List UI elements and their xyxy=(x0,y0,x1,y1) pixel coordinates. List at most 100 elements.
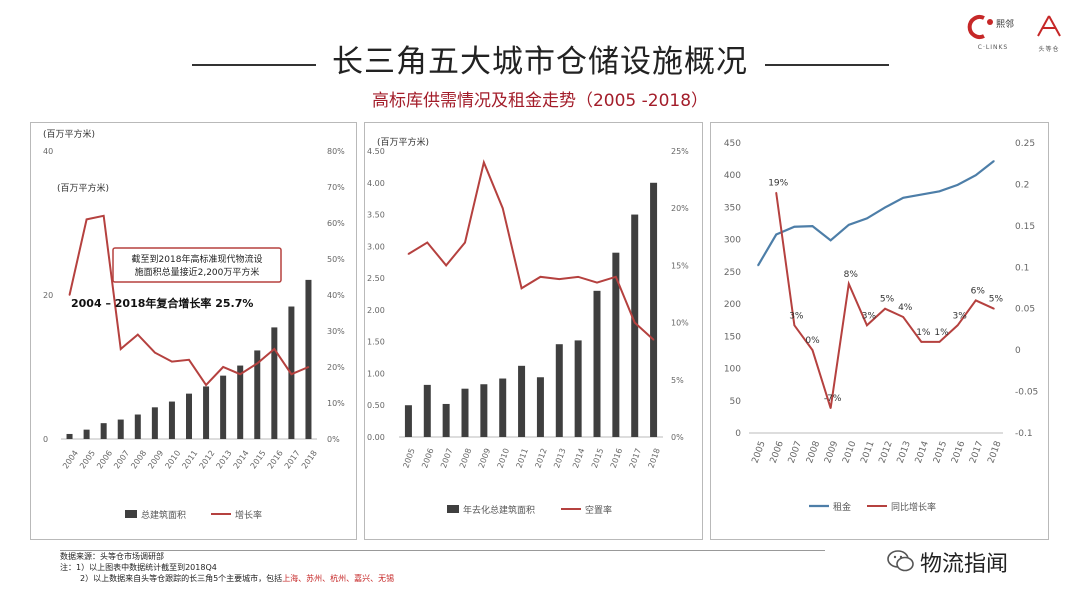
chart-2-x-tick: 2009 xyxy=(477,447,492,469)
chart-3-yoy-point xyxy=(884,307,886,310)
chart-1-x-tick: 2011 xyxy=(180,449,199,471)
chart-1-growth-point xyxy=(119,348,122,350)
chart-1-y-right-tick: 10% xyxy=(327,399,345,408)
chart-2-x-tick: 2015 xyxy=(590,447,605,469)
chart-3-yoy-data-label: 8% xyxy=(844,270,859,280)
chart-2-vacancy-point xyxy=(407,253,410,255)
chart-2-bar xyxy=(404,405,412,437)
chart-3-yoy-data-label: 0% xyxy=(805,336,820,346)
chart-2-bar xyxy=(518,365,526,437)
chart-3-rent-point xyxy=(956,184,959,186)
chart-2-y-left-tick: 2.00 xyxy=(367,306,385,315)
chart-3-yoy-point xyxy=(920,341,923,343)
chart-1-x-tick: 2017 xyxy=(283,449,302,471)
chart-3-yoy-data-label: 1% xyxy=(934,328,949,338)
chart-2-legend-bar-label: 年去化总建筑面积 xyxy=(463,504,535,516)
clinks-logo-text: 熙邻 xyxy=(996,18,1014,30)
chart-1-legend-bar-label: 总建筑面积 xyxy=(141,509,186,521)
clinks-logo-caption: C·LINKS xyxy=(977,44,1009,51)
chart-3-y-left-tick: 200 xyxy=(724,300,741,310)
chart-2-vacancy-point xyxy=(464,241,466,244)
chart-1-x-tick: 2010 xyxy=(163,449,182,471)
chart-2-vacancy-point xyxy=(652,338,655,341)
logo-toudengcang: 头等仓 xyxy=(1032,14,1066,53)
chart-2-vacancy-line xyxy=(407,159,655,341)
chart-3-yoy-data-label: 4% xyxy=(898,303,913,313)
chart-1-growth-point xyxy=(307,366,310,368)
chart-2-y-right-tick: 5% xyxy=(671,376,684,385)
chart-1-x-tick: 2014 xyxy=(232,449,251,471)
chart-1-y-right-tick: 20% xyxy=(327,363,345,372)
chart-1-growth-point xyxy=(85,218,88,221)
chart-2-vacancy-point xyxy=(426,241,429,244)
chart-3-y-right-tick: 0.05 xyxy=(1015,305,1035,315)
chart-2-vacancy-point xyxy=(558,278,561,280)
chart-2-vacancy-point xyxy=(539,276,542,278)
chart-panel-1: (百万平方米) (百万平方米) 0 20 40 0% 10% 20% 30% 40% 50% 60% 7… xyxy=(30,122,357,540)
chart-3-y-left-tick: 150 xyxy=(724,332,741,342)
chart-3-x-tick: 2008 xyxy=(805,440,822,465)
chart-2-x-tick: 2018 xyxy=(647,447,662,469)
chart-panel-3: 0 50 100 150 200 250 300 350 400 450 -0.1 -0.05 0 0.0… xyxy=(710,122,1049,540)
title-rule-right xyxy=(765,64,889,66)
chart-2-y-left-tick: 2.50 xyxy=(367,274,385,283)
chart-2-x-tick: 2017 xyxy=(628,447,643,469)
chart-1-bar xyxy=(186,393,192,439)
chart-1-annotation-text: 施面积总量接近2,200万平方米 xyxy=(135,266,260,278)
chart-2-bar xyxy=(631,214,639,437)
chart-2-x-tick: 2007 xyxy=(439,447,454,469)
chart-3-rent-point xyxy=(920,193,923,196)
chart-1-growth-point xyxy=(171,360,173,363)
chart-1-x-tick: 2018 xyxy=(300,449,319,471)
chart-2-y-right-tick: 10% xyxy=(671,319,689,328)
chart-2-svg: (百万平方米) 0.00 0.50 1.00 1.50 2.00 2.50 3.00 3.50 4… xyxy=(367,136,689,516)
footer-note-2-prefix: 2）以上数据来自头等仓跟踪的长三角5个主要城市，包括 xyxy=(80,574,283,583)
chart-3-x-tick: 2015 xyxy=(932,440,949,465)
chart-3-x-tick: 2009 xyxy=(823,440,840,465)
chart-3-yoy-data-label: 6% xyxy=(971,286,986,296)
chart-3-yoy-data-label: 5% xyxy=(989,295,1004,305)
chart-1-y-right-tick: 60% xyxy=(327,219,345,228)
chart-3-y-right-tick: 0.1 xyxy=(1015,263,1029,273)
chart-3-yoy-point xyxy=(775,191,778,194)
chart-3-yoy-point xyxy=(993,307,995,310)
chart-2-y-left-tick: 4.00 xyxy=(367,179,385,188)
chart-3-yoy-point xyxy=(847,283,850,285)
chart-3-legend-rent-label: 租金 xyxy=(833,501,851,513)
chart-3-rent-point xyxy=(793,225,796,228)
chart-1-y-left-tick: 20 xyxy=(43,291,53,300)
chart-3-rent-point xyxy=(993,160,995,162)
chart-2-bar xyxy=(612,252,620,437)
chart-3-yoy-point xyxy=(866,324,868,327)
chart-3-y-left-tick: 0 xyxy=(735,429,741,439)
chart-1-x-tick: 2005 xyxy=(78,449,97,471)
chart-2-vacancy-point xyxy=(596,281,598,284)
chart-1-y-left-tick: 0 xyxy=(43,435,48,444)
chart-3-x-tick: 2006 xyxy=(769,440,786,465)
chart-1-legend-bar-swatch xyxy=(125,510,137,518)
chart-2-vacancy-point xyxy=(501,207,504,209)
chart-1-x-tick: 2012 xyxy=(197,449,216,471)
chart-1-growth-point xyxy=(68,294,71,296)
wechat-icon xyxy=(887,550,914,572)
chart-1-x-tick: 2008 xyxy=(129,449,148,471)
toudengcang-logo-caption: 头等仓 xyxy=(1038,46,1060,53)
chart-2-x-tick: 2008 xyxy=(458,447,473,469)
chart-2-y-left-tick: 3.50 xyxy=(367,211,385,220)
footer-note-1: 注：1）以上图表中数据统计截至到2018Q4 xyxy=(60,563,217,572)
chart-1-bar xyxy=(134,414,141,439)
chart-3-rent-point xyxy=(938,190,941,193)
chart-3-y-left-tick: 100 xyxy=(724,365,741,375)
chart-2-bar xyxy=(423,384,431,437)
chart-2-x-tick: 2005 xyxy=(401,447,416,469)
chart-2-y-right-tick: 25% xyxy=(671,147,689,156)
chart-1-bar xyxy=(271,327,278,439)
chart-2-vacancy-point xyxy=(615,276,617,278)
chart-3-x-tick: 2012 xyxy=(878,440,895,465)
clinks-logo-icon: 熙邻 xyxy=(967,15,1014,39)
chart-3-x-tick: 2018 xyxy=(986,440,1003,465)
chart-2-x-tick: 2011 xyxy=(515,447,530,469)
chart-3-y-right-tick: 0.2 xyxy=(1015,180,1029,190)
chart-3-rent-line xyxy=(757,160,995,267)
chart-2-x-tick: 2006 xyxy=(420,447,435,469)
